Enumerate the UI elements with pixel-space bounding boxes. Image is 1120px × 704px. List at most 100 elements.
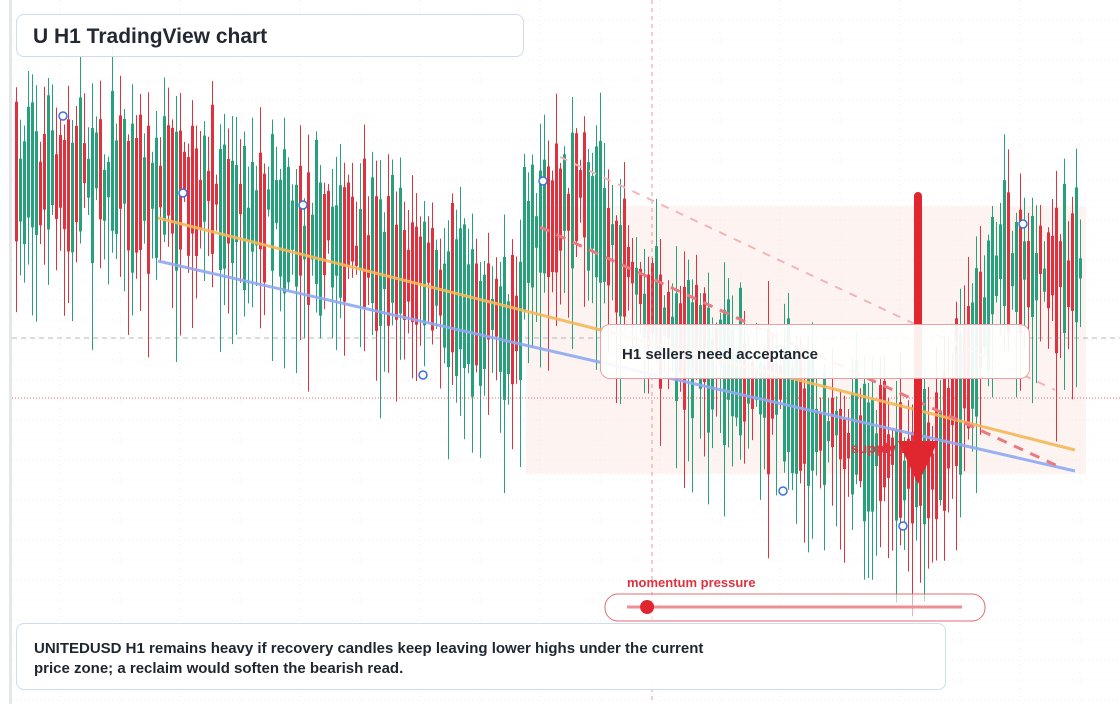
candle-body bbox=[891, 437, 894, 465]
candle-body bbox=[847, 432, 850, 459]
candle-body bbox=[199, 179, 202, 230]
candle-body bbox=[403, 230, 406, 320]
candle-body bbox=[155, 137, 158, 258]
candle-body bbox=[759, 362, 762, 415]
candle-body bbox=[823, 373, 826, 485]
candle-body bbox=[443, 263, 446, 348]
candle-body bbox=[779, 364, 782, 400]
candle-body bbox=[567, 193, 570, 231]
candle-body bbox=[379, 199, 382, 326]
chart-title: U H1 TradingView chart bbox=[33, 25, 268, 48]
candle-body bbox=[1027, 241, 1030, 308]
candle-body bbox=[843, 419, 846, 470]
candle-body bbox=[175, 131, 178, 271]
swing-marker bbox=[58, 111, 68, 121]
candle-body bbox=[467, 264, 470, 365]
candle-body bbox=[139, 114, 142, 251]
candle-body bbox=[999, 224, 1002, 280]
candle-body bbox=[1075, 187, 1078, 323]
candle-body bbox=[115, 140, 118, 234]
candle-body bbox=[599, 140, 602, 283]
candle-body bbox=[83, 143, 86, 184]
candle-body bbox=[1007, 192, 1010, 333]
candle-body bbox=[939, 410, 942, 501]
candle-body bbox=[235, 165, 238, 242]
candle-body bbox=[835, 410, 838, 436]
candle-body bbox=[91, 128, 94, 264]
candle-body bbox=[791, 367, 794, 474]
candle-body bbox=[1035, 253, 1038, 301]
candle-body bbox=[247, 207, 250, 242]
candle-body bbox=[855, 359, 858, 475]
candle-body bbox=[431, 228, 434, 331]
candle-body bbox=[1031, 216, 1034, 318]
candle-body bbox=[935, 392, 938, 520]
candle-body bbox=[259, 152, 262, 250]
candle-body bbox=[955, 318, 958, 466]
swing-marker bbox=[1018, 219, 1028, 229]
candle-body bbox=[287, 166, 290, 283]
candle-body bbox=[271, 134, 274, 271]
candle-body bbox=[39, 161, 42, 226]
candle-body bbox=[283, 149, 286, 294]
candle-body bbox=[559, 168, 562, 251]
candle-body bbox=[347, 182, 350, 267]
candle-body bbox=[1039, 225, 1042, 275]
candle-body bbox=[959, 333, 962, 475]
candle-body bbox=[547, 166, 550, 278]
candle-body bbox=[995, 255, 998, 296]
candle-body bbox=[303, 225, 306, 260]
candle-body bbox=[43, 133, 46, 210]
candle-body bbox=[639, 268, 642, 305]
candle-body bbox=[895, 429, 898, 521]
chart-left-border bbox=[9, 0, 12, 704]
candle-body bbox=[51, 130, 54, 206]
caption-card: UNITEDUSD H1 remains heavy if recovery c… bbox=[16, 623, 946, 690]
candle-body bbox=[327, 190, 330, 241]
candle-body bbox=[79, 97, 82, 232]
candle-body bbox=[1047, 232, 1050, 309]
candle-body bbox=[831, 397, 834, 448]
candle-body bbox=[231, 160, 234, 264]
candle-body bbox=[99, 119, 102, 220]
candle-body bbox=[1019, 209, 1022, 334]
annotation-text: H1 sellers need acceptance bbox=[622, 346, 818, 363]
resistance-dashed-line bbox=[539, 225, 1063, 470]
candle-body bbox=[795, 344, 798, 474]
candle-body bbox=[1063, 183, 1066, 333]
candle-body bbox=[519, 261, 522, 381]
candle-body bbox=[323, 193, 326, 276]
candle-body bbox=[635, 267, 638, 295]
candle-body bbox=[63, 140, 66, 230]
candle-body bbox=[159, 165, 162, 208]
candle-body bbox=[839, 408, 842, 460]
candle-body bbox=[307, 172, 310, 305]
candle-body bbox=[427, 242, 430, 283]
candle-body bbox=[411, 222, 414, 323]
candle-body bbox=[299, 165, 302, 276]
candle-body bbox=[207, 170, 210, 202]
candle-body bbox=[191, 125, 194, 234]
candle-body bbox=[223, 144, 226, 269]
candle-body bbox=[483, 274, 486, 369]
swing-marker bbox=[178, 188, 188, 198]
candle-body bbox=[111, 90, 114, 231]
candle-body bbox=[979, 271, 982, 368]
candle-body bbox=[447, 251, 450, 368]
candle-body bbox=[763, 364, 766, 418]
candle-body bbox=[747, 378, 750, 404]
candle-body bbox=[1071, 213, 1074, 311]
candle-body bbox=[563, 154, 566, 231]
candle-body bbox=[163, 116, 166, 235]
candle-body bbox=[583, 132, 586, 238]
candle-body bbox=[611, 224, 614, 245]
candle-body bbox=[55, 154, 58, 219]
momentum-meter-label: momentum pressure bbox=[627, 575, 756, 590]
candle-body bbox=[295, 184, 298, 287]
candle-body bbox=[475, 263, 478, 366]
candle-body bbox=[251, 162, 254, 252]
candle-body bbox=[423, 221, 426, 326]
candle-body bbox=[279, 179, 282, 277]
candle-body bbox=[135, 137, 138, 253]
swing-marker bbox=[898, 521, 908, 531]
